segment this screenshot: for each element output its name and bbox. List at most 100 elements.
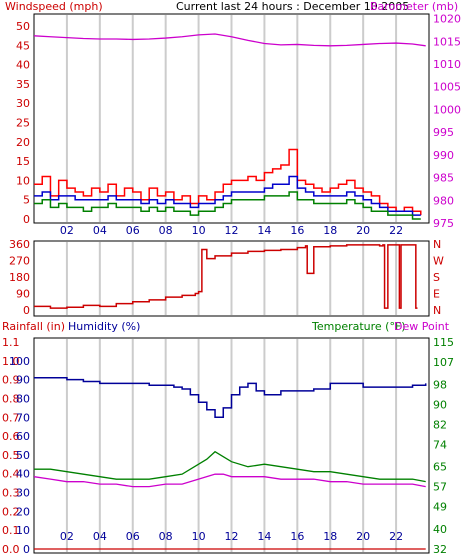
rain-tick-label: 0.5 <box>2 449 20 462</box>
barometer-ticks: 975 980 985 990 995 1000 1005 1010 1015 1020 <box>433 13 461 230</box>
y-tick-label-left: 30 <box>16 97 30 110</box>
humidity-tick-label: 40 <box>16 468 30 481</box>
y-tick-label-right: 1010 <box>433 58 461 71</box>
x-tick-label: 12 <box>225 224 239 237</box>
y-tick-label-right: 90 <box>433 398 447 411</box>
y-tick-label-right: 65 <box>433 461 447 474</box>
y-tick-label-right: N <box>433 304 441 317</box>
humidity-tick-label: 90 <box>16 374 30 387</box>
y-tick-label-right: 115 <box>433 336 454 349</box>
x-tick-label: 20 <box>356 530 370 543</box>
panel-3-grid <box>65 339 398 552</box>
y-tick-label-left: 20 <box>16 136 30 149</box>
rain-humidity-ticks: 0.0 0.1 0.2 0.3 0.4 0.5 0.6 0.7 0.8 0.9 1.0 1.1 0 10 2… <box>2 336 30 556</box>
y-tick-label-right: 107 <box>433 356 454 369</box>
y-tick-label-right: 985 <box>433 172 454 185</box>
y-tick-label-right: 995 <box>433 126 454 139</box>
rain-tick-label: 0.1 <box>2 524 20 537</box>
panel-2-frame <box>33 240 430 317</box>
humidity-line <box>34 377 427 419</box>
x-tick-label: 14 <box>257 224 271 237</box>
y-tick-label-right: 40 <box>433 523 447 536</box>
x-tick-label: 22 <box>389 530 403 543</box>
x-tick-label: 16 <box>290 530 304 543</box>
temperature-ticks: 32 40 49 57 65 74 82 90 98 107 115 <box>433 336 454 556</box>
panel-3-hour-ticks: 02 04 06 08 10 12 14 16 18 20 22 <box>60 530 403 543</box>
humidity-axis-label: Humidity (%) <box>68 320 140 333</box>
y-tick-label-left: 15 <box>16 155 30 168</box>
y-tick-label-left: 35 <box>16 78 30 91</box>
y-tick-label-right: E <box>433 288 440 301</box>
x-tick-label: 06 <box>126 530 140 543</box>
x-tick-label: 04 <box>93 224 107 237</box>
humidity-tick-label: 30 <box>16 487 30 500</box>
y-tick-label-left: 270 <box>9 255 30 268</box>
x-tick-label: 18 <box>323 530 337 543</box>
wind-series-line-2 <box>34 191 421 220</box>
barometer-axis-label: Barometer (mb) <box>370 0 458 13</box>
rain-tick-label: 0.9 <box>2 374 20 387</box>
x-tick-label: 16 <box>290 224 304 237</box>
panel-1-frame <box>33 13 430 224</box>
x-tick-label: 10 <box>192 530 206 543</box>
humidity-tick-label: 0 <box>23 543 30 556</box>
barometer-line <box>33 33 426 47</box>
humidity-tick-label: 20 <box>16 505 30 518</box>
x-tick-label: 02 <box>60 224 74 237</box>
x-tick-label: 12 <box>225 530 239 543</box>
y-tick-label-right: 980 <box>433 194 454 207</box>
humidity-tick-label: 70 <box>16 411 30 424</box>
rain-tick-label: 0.3 <box>2 487 20 500</box>
temperature-line <box>34 450 426 483</box>
y-tick-label-right: 1005 <box>433 81 461 94</box>
direction-line <box>34 244 418 309</box>
humidity-tick-label: 50 <box>16 449 30 462</box>
y-tick-label-left: 5 <box>23 194 30 207</box>
y-tick-label-right: 975 <box>433 217 454 230</box>
humidity-tick-label: 10 <box>16 524 30 537</box>
rain-tick-label: 0.4 <box>2 468 20 481</box>
windspeed-axis-label: Windspeed (mph) <box>5 0 103 13</box>
y-tick-label-left: 90 <box>16 288 30 301</box>
panel-1-hour-ticks: 02 04 06 08 10 12 14 16 18 20 22 <box>60 224 403 237</box>
rain-tick-label: 0.6 <box>2 430 20 443</box>
x-tick-label: 22 <box>389 224 403 237</box>
x-tick-label: 20 <box>356 224 370 237</box>
panel-1-series <box>33 33 426 220</box>
dewpoint-line <box>33 473 426 488</box>
y-tick-label-left: 40 <box>16 59 30 72</box>
panel-2-series <box>34 244 418 309</box>
y-tick-label-right: 98 <box>433 378 447 391</box>
y-tick-label-left: 50 <box>16 20 30 33</box>
rain-tick-label: 0.7 <box>2 411 20 424</box>
wind-series-line-1 <box>34 175 421 216</box>
y-tick-label-right: 57 <box>433 481 447 494</box>
panel-3-series <box>33 377 427 550</box>
y-tick-label-left: 10 <box>16 174 30 187</box>
y-tick-label-right: 1000 <box>433 103 461 116</box>
rain-tick-label: 1.1 <box>2 336 20 349</box>
y-tick-label-left: 180 <box>9 271 30 284</box>
y-tick-label-left: 0 <box>23 213 30 226</box>
rain-tick-label: 0.2 <box>2 505 20 518</box>
y-tick-label-left: 0 <box>23 304 30 317</box>
y-tick-label-right: W <box>433 255 444 268</box>
y-tick-label-left: 45 <box>16 39 30 52</box>
y-tick-label-left: 360 <box>9 238 30 251</box>
x-tick-label: 08 <box>159 224 173 237</box>
x-tick-label: 04 <box>93 530 107 543</box>
temperature-axis-label: Temperature (°F) <box>311 320 406 333</box>
direction-degree-ticks: 0 90 180 270 360 <box>9 238 30 317</box>
rain-tick-label: 0.8 <box>2 392 20 405</box>
y-tick-label-right: 1020 <box>433 13 461 26</box>
rainfall-axis-label: Rainfall (in) <box>2 320 65 333</box>
y-tick-label-left: 25 <box>16 117 30 130</box>
humidity-tick-label: 100 <box>9 355 30 368</box>
x-tick-label: 10 <box>192 224 206 237</box>
y-tick-label-right: 990 <box>433 149 454 162</box>
dewpoint-axis-label: Dew Point <box>394 320 450 333</box>
x-tick-label: 14 <box>257 530 271 543</box>
chart-title: Current last 24 hours : December 10 2005 <box>176 0 409 13</box>
